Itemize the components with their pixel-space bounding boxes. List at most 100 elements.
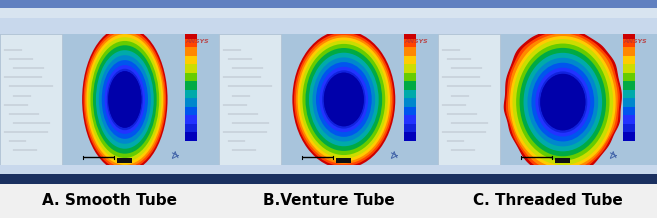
Ellipse shape	[306, 48, 382, 151]
Bar	[185, 90, 197, 98]
Text: C. Threaded Tube: C. Threaded Tube	[472, 193, 622, 208]
Bar	[404, 64, 416, 73]
Bar	[185, 39, 197, 47]
Bar	[0, 34, 62, 165]
Bar	[219, 174, 438, 184]
Text: B.Venture Tube: B.Venture Tube	[263, 193, 394, 208]
Ellipse shape	[82, 27, 168, 172]
Bar	[185, 64, 197, 73]
Bar	[0, 19, 219, 34]
Ellipse shape	[108, 71, 141, 128]
Ellipse shape	[532, 63, 594, 141]
Ellipse shape	[104, 65, 145, 134]
Ellipse shape	[313, 57, 375, 141]
Bar	[623, 30, 635, 39]
Bar	[438, 34, 501, 165]
Ellipse shape	[298, 37, 390, 162]
Bar	[404, 56, 416, 64]
Bar	[185, 98, 197, 107]
Bar	[623, 124, 635, 132]
Ellipse shape	[87, 34, 163, 165]
Ellipse shape	[108, 71, 141, 128]
Bar	[185, 132, 197, 141]
Bar	[438, 8, 657, 19]
Ellipse shape	[300, 40, 388, 158]
Ellipse shape	[296, 35, 392, 164]
Bar	[623, 98, 635, 107]
Text: ANSYS: ANSYS	[623, 39, 647, 44]
Text: ANSYS: ANSYS	[185, 39, 209, 44]
Text: A. Smooth Tube: A. Smooth Tube	[42, 193, 177, 208]
Bar	[623, 39, 635, 47]
Bar	[438, 0, 657, 8]
Ellipse shape	[322, 70, 365, 129]
Ellipse shape	[102, 60, 148, 139]
Bar	[185, 107, 197, 115]
Bar	[623, 115, 635, 124]
Ellipse shape	[99, 55, 151, 144]
Ellipse shape	[316, 62, 372, 137]
Bar	[404, 107, 416, 115]
Bar	[623, 47, 635, 56]
Polygon shape	[510, 37, 615, 167]
Ellipse shape	[516, 44, 610, 161]
Ellipse shape	[535, 68, 590, 136]
Bar	[404, 81, 416, 90]
Ellipse shape	[88, 37, 162, 162]
Ellipse shape	[83, 29, 166, 170]
Bar	[404, 30, 416, 39]
Ellipse shape	[85, 32, 165, 167]
Ellipse shape	[324, 73, 364, 126]
Bar	[336, 158, 351, 163]
Bar	[185, 73, 197, 81]
Bar	[623, 56, 635, 64]
Bar	[219, 34, 438, 165]
Ellipse shape	[540, 74, 585, 130]
Ellipse shape	[319, 67, 368, 132]
Ellipse shape	[292, 30, 396, 169]
Ellipse shape	[540, 74, 585, 130]
Bar	[404, 73, 416, 81]
Bar	[438, 174, 657, 184]
Bar	[404, 90, 416, 98]
Bar	[623, 64, 635, 73]
Bar	[404, 39, 416, 47]
Bar	[623, 81, 635, 90]
Polygon shape	[513, 40, 612, 164]
Bar	[0, 34, 219, 165]
Bar	[0, 8, 219, 19]
Ellipse shape	[528, 58, 598, 146]
Bar	[0, 165, 219, 174]
Text: ANSYS: ANSYS	[404, 39, 428, 44]
Ellipse shape	[538, 71, 587, 133]
Bar	[623, 107, 635, 115]
Polygon shape	[509, 34, 617, 170]
Polygon shape	[505, 29, 622, 175]
Bar	[219, 8, 438, 19]
Bar	[404, 47, 416, 56]
Ellipse shape	[96, 50, 154, 149]
Ellipse shape	[294, 33, 394, 166]
Bar	[219, 0, 438, 8]
Bar	[219, 19, 438, 34]
Bar	[404, 132, 416, 141]
Bar	[185, 56, 197, 64]
Bar	[185, 115, 197, 124]
Bar	[219, 165, 438, 174]
Ellipse shape	[324, 73, 364, 126]
Bar	[623, 73, 635, 81]
Bar	[185, 47, 197, 56]
Bar	[555, 158, 570, 163]
Polygon shape	[507, 32, 619, 172]
Bar	[438, 34, 657, 165]
Bar	[438, 165, 657, 174]
Ellipse shape	[107, 69, 143, 130]
Ellipse shape	[91, 41, 159, 158]
Ellipse shape	[309, 53, 378, 146]
Bar	[404, 124, 416, 132]
Bar	[219, 34, 281, 165]
Ellipse shape	[93, 45, 156, 154]
Ellipse shape	[524, 53, 602, 151]
Bar	[0, 0, 219, 8]
Bar	[185, 30, 197, 39]
